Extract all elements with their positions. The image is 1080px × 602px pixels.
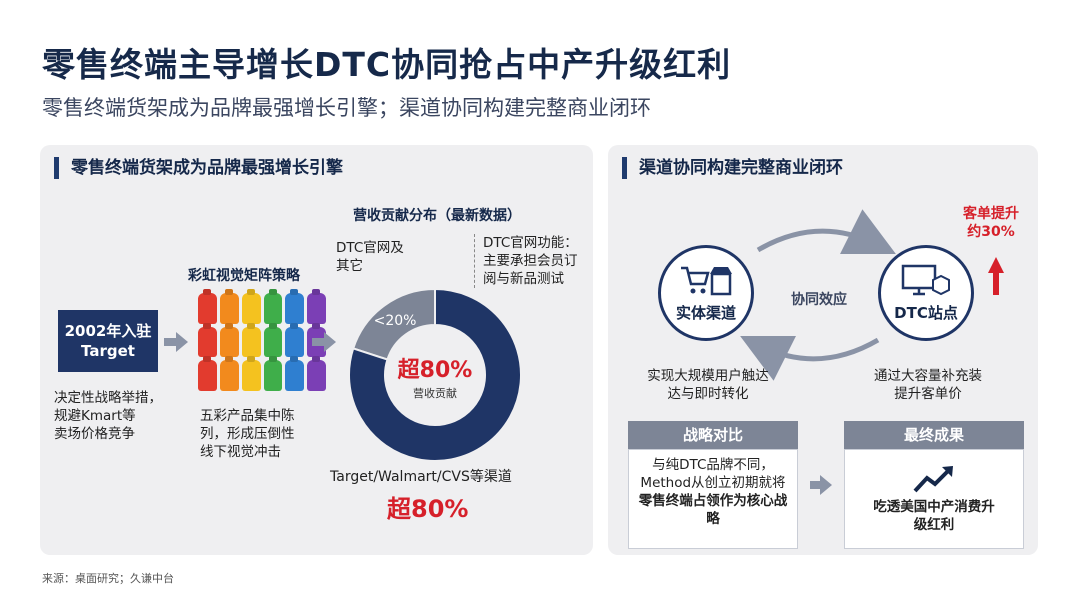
synergy-arrows-icon <box>740 209 1004 381</box>
bottle-icon <box>263 293 283 324</box>
source-note: 来源：桌面研究；久谦中台 <box>42 572 174 585</box>
physical-desc-line: 实现大规模用户触达 <box>647 368 769 384</box>
bottle-icon <box>241 360 261 391</box>
dtc-function-line: 主要承担会员订 <box>483 253 578 269</box>
page-title: 零售终端主导增长DTC协同抢占中产升级红利 <box>42 45 732 84</box>
right-panel: 渠道协同构建完整商业闭环 实体渠道 DTC站点 协同效应 客单提升 <box>608 145 1038 555</box>
bottle-icon <box>198 326 217 358</box>
donut-center-label: 营收贡献 <box>413 386 457 400</box>
dtc-function-line: 阅与新品测试 <box>483 271 564 287</box>
arrow-right-icon <box>164 332 188 352</box>
matrix-desc-line: 五彩产品集中陈 <box>200 408 295 424</box>
bottle-icon <box>263 360 283 391</box>
bottle-icon <box>219 326 239 358</box>
dtc-slice-label: <20% <box>374 313 417 329</box>
trend-up-icon <box>913 466 953 493</box>
bottle-icon <box>285 360 305 391</box>
target-desc-line: 决定性战略举措， <box>54 390 162 406</box>
bottle-icon <box>307 293 326 324</box>
strategy-line: Method从创立初期就将 <box>640 475 786 491</box>
cart-store-icon <box>681 266 732 295</box>
dtc-site-label: DTC站点 <box>894 303 958 322</box>
result-line: 级红利 <box>913 517 955 533</box>
bottle-icon <box>285 326 305 358</box>
matrix-description: 五彩产品集中陈 列，形成压倒性 线下视觉冲击 <box>200 407 330 461</box>
uplift-line: 约30% <box>967 224 1015 240</box>
strategy-line: 零售终端占领作为核心战 <box>638 493 788 509</box>
matrix-desc-line: 列，形成压倒性 <box>200 426 295 442</box>
target-entry-box: 2002年入驻 Target <box>58 310 158 372</box>
dtc-label-line: 其它 <box>336 258 363 274</box>
page-subtitle: 零售终端货架成为品牌最强增长引擎；渠道协同构建完整商业闭环 <box>42 96 651 120</box>
dtc-desc-line: 提升客单价 <box>894 386 962 402</box>
result-box: 最终成果 吃透美国中产消费升 级红利 <box>844 421 1024 549</box>
physical-channel-node: 实体渠道 <box>658 245 754 341</box>
arrow-right-icon <box>312 332 336 352</box>
strategy-title: 战略对比 <box>628 421 798 449</box>
synergy-label: 协同效应 <box>791 292 847 308</box>
target-description: 决定性战略举措， 规避Kmart等 卖场价格竞争 <box>54 389 184 443</box>
target-box-line1: 2002年入驻 <box>64 322 152 340</box>
physical-channel-label: 实体渠道 <box>675 303 736 322</box>
physical-channel-desc: 实现大规模用户触达 达与即时转化 <box>628 367 788 403</box>
dtc-function-line: DTC官网功能： <box>483 235 578 251</box>
rainbow-bottles-image <box>198 293 326 391</box>
revenue-donut-chart: <20% 超80% 营收贡献 <box>345 285 525 465</box>
bottle-icon <box>307 360 326 391</box>
result-line: 吃透美国中产消费升 <box>873 499 995 515</box>
computer-box-icon <box>901 264 950 295</box>
bottle-icon <box>219 293 239 324</box>
result-body: 吃透美国中产消费升 级红利 <box>844 449 1024 549</box>
target-desc-line: 规避Kmart等 <box>54 408 136 424</box>
donut-title: 营收贡献分布（最新数据） <box>353 208 521 224</box>
left-panel: 零售终端货架成为品牌最强增长引擎 2002年入驻 Target 决定性战略举措，… <box>40 145 593 555</box>
donut-center-value: 超80% <box>398 358 473 383</box>
dtc-label-line: DTC官网及 <box>336 240 404 256</box>
target-box-line2: Target <box>81 342 135 360</box>
result-title: 最终成果 <box>844 421 1024 449</box>
bottle-icon <box>219 360 239 391</box>
dtc-label: DTC官网及 其它 <box>336 239 408 275</box>
dtc-function-note: DTC官网功能： 主要承担会员订 阅与新品测试 <box>474 234 594 288</box>
strategy-line: 略 <box>706 511 720 527</box>
physical-desc-line: 达与即时转化 <box>667 386 749 402</box>
strategy-box: 战略对比 与纯DTC品牌不同， Method从创立初期就将 零售终端占领作为核心… <box>628 421 798 549</box>
dtc-site-desc: 通过大容量补充装 提升客单价 <box>848 367 1008 403</box>
bottle-icon <box>241 326 261 358</box>
channel-label: Target/Walmart/CVS等渠道 <box>330 469 512 485</box>
bottle-icon <box>198 360 217 391</box>
dtc-desc-line: 通过大容量补充装 <box>874 368 982 384</box>
uplift-callout: 客单提升 约30% <box>953 205 1029 241</box>
strategy-line: 与纯DTC品牌不同， <box>652 457 774 473</box>
bottle-icon <box>285 293 305 324</box>
dtc-site-node: DTC站点 <box>878 245 974 341</box>
strategy-body: 与纯DTC品牌不同， Method从创立初期就将 零售终端占领作为核心战 略 <box>628 449 798 549</box>
channel-value: 超80% <box>387 495 469 523</box>
right-panel-heading: 渠道协同构建完整商业闭环 <box>622 157 843 179</box>
left-panel-heading: 零售终端货架成为品牌最强增长引擎 <box>54 157 343 179</box>
bottle-icon <box>263 326 283 358</box>
target-desc-line: 卖场价格竞争 <box>54 426 135 442</box>
bottle-icon <box>241 293 261 324</box>
matrix-desc-line: 线下视觉冲击 <box>200 444 281 460</box>
bottle-icon <box>198 293 217 324</box>
donut-slice-retail <box>348 287 522 462</box>
matrix-title: 彩虹视觉矩阵策略 <box>188 268 300 284</box>
arrow-right-icon <box>810 475 832 495</box>
uplift-line: 客单提升 <box>963 206 1019 222</box>
donut-svg: <20% 超80% 营收贡献 <box>348 287 522 462</box>
